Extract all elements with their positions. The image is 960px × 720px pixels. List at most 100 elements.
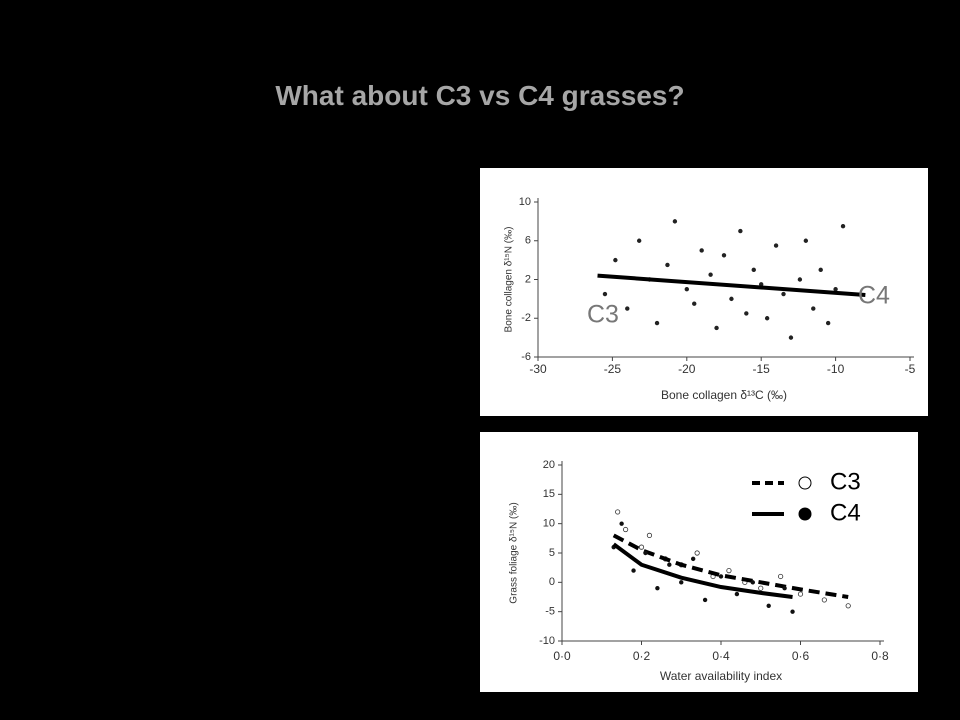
text: N [23,123,36,141]
point [840,224,846,229]
fit-line [612,542,793,599]
superscript: 13 [109,77,125,93]
text: δ [0,123,9,141]
legend-marker [798,507,812,521]
point [734,591,740,597]
point [679,580,684,585]
point [690,556,696,562]
chart-panel [480,432,918,692]
slide-title: What about C3 vs C4 grasses? [275,80,685,111]
y-tick-label: 15 [543,488,555,500]
text: C, low [124,82,169,100]
point [758,585,764,591]
y-tick-label: -10 [539,635,555,647]
point [833,286,838,292]
y-tick-label: 6 [525,235,531,247]
bullet-line: •C4 diet (high δ13C, low [0,77,960,100]
point [797,277,803,282]
point [845,603,851,609]
point [821,597,827,603]
x-tick-label: 0·4 [712,649,730,663]
y-tick-label: 2 [525,273,531,285]
point [613,257,618,263]
x-tick-label: -25 [604,362,622,376]
text: •negative and weak relationship [0,23,226,41]
point [781,291,786,297]
superscript: 13 [14,0,30,15]
y-tick-label: -2 [521,312,531,324]
legend-label: C4 [830,499,861,526]
x-tick-label: -15 [753,362,771,376]
point [750,580,755,585]
point [672,219,678,224]
y-tick-label: 5 [549,547,555,559]
superscript: 15 [8,118,24,134]
y-axis-label: Bone collagen δ¹⁵N (‰) [504,227,515,333]
text: C of bone collagen as proxy [29,5,228,23]
bullet-line: protein) = lower consumer [0,101,960,119]
fit-line [612,533,849,599]
point [818,267,823,273]
model-item: •chenopod [0,195,76,213]
point [721,253,727,258]
y-tick-label: -6 [521,351,531,363]
point [718,574,724,579]
y-tick-label: 0 [549,576,555,588]
bullet-line: δ15N [0,119,960,142]
text: protein) = lower consumer [0,100,186,118]
point [638,544,645,550]
point [773,243,779,248]
model-heading: Model gave little support [0,141,174,159]
point [782,586,787,591]
y-tick-label: 20 [543,459,555,471]
point [764,316,770,321]
point [726,567,732,574]
point [646,532,653,539]
chart-panel [480,168,928,416]
text: •C4 diet (high δ [0,82,110,100]
annotation: C4 [858,282,890,310]
x-tick-label: 0·2 [633,649,651,663]
y-tick-label: 10 [519,196,531,208]
annotation: C3 [587,301,619,329]
point [708,272,713,277]
x-axis-label: Water availability index [660,669,782,683]
bullet-line: •Found lower δ15N in C4 [0,41,960,59]
model-heading: for other variables: [0,159,133,177]
point [692,301,697,306]
y-tick-label: -5 [545,606,555,618]
y-tick-label: 10 [543,518,555,530]
x-tick-label: -20 [678,362,696,376]
point [788,335,794,340]
point [615,509,621,515]
x-tick-label: -30 [529,362,547,376]
point [602,291,608,297]
point [702,597,708,603]
point [625,306,630,311]
point [694,550,700,556]
model-item: •slope [0,177,44,195]
point [636,238,642,243]
point [622,526,629,533]
point [619,521,624,526]
y-axis-label: Grass foliage δ¹⁵N (‰) [509,502,520,603]
x-tick-label: -10 [827,362,845,376]
point [643,550,648,556]
point [803,238,809,243]
x-tick-label: 0·8 [871,649,889,663]
bullet-line: plants (1.1‰) [0,59,960,77]
point [744,311,749,316]
legend-marker [798,476,812,490]
x-tick-label: 0·6 [792,649,810,663]
point [729,296,734,302]
point [665,262,670,268]
bullet-line: •δ13C of bone collagen as proxy [0,0,960,23]
point [655,586,660,591]
point [790,609,795,614]
point [714,325,719,331]
bullet-line: •negative and weak relationship [0,23,960,41]
point [811,306,816,311]
text: plants (1.1‰) [0,59,97,77]
point [631,568,636,573]
